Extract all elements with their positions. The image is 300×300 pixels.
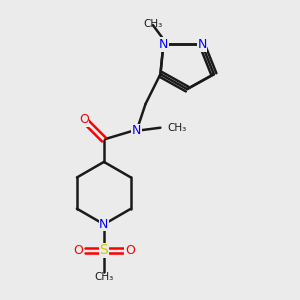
Text: N: N bbox=[132, 124, 141, 137]
Text: S: S bbox=[100, 244, 108, 257]
Text: O: O bbox=[79, 113, 89, 126]
Text: N: N bbox=[159, 38, 168, 51]
Text: CH₃: CH₃ bbox=[168, 123, 187, 133]
Text: CH₃: CH₃ bbox=[143, 19, 163, 29]
Text: N: N bbox=[99, 218, 109, 231]
Text: O: O bbox=[125, 244, 135, 257]
Text: O: O bbox=[73, 244, 83, 257]
Text: N: N bbox=[197, 38, 207, 51]
Text: CH₃: CH₃ bbox=[94, 272, 114, 282]
